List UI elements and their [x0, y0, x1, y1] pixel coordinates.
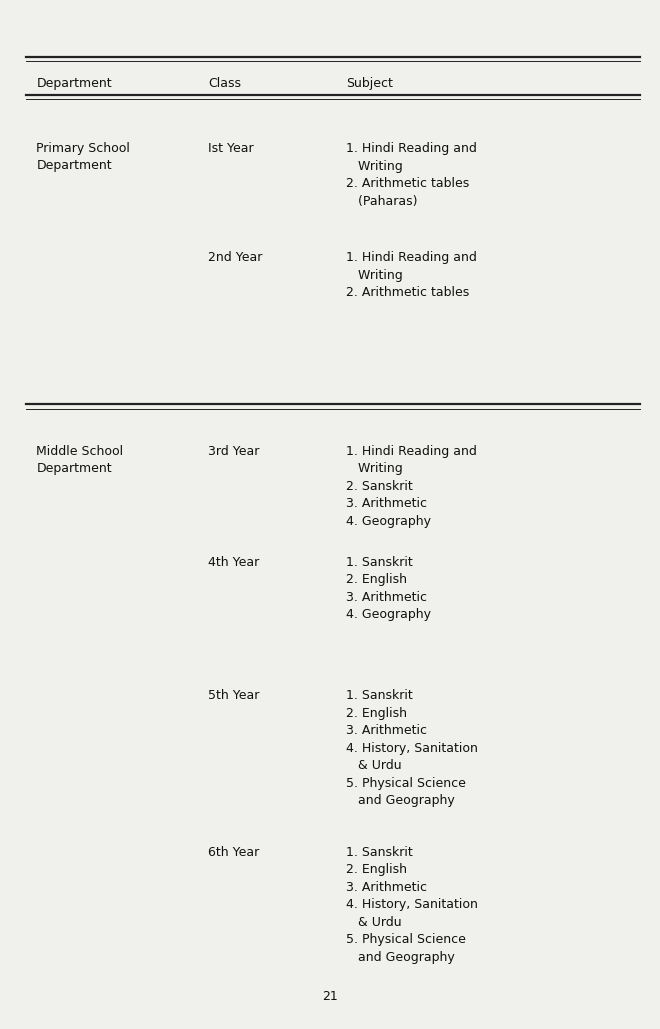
Text: 1. Hindi Reading and
   Writing
2. Arithmetic tables
   (Paharas): 1. Hindi Reading and Writing 2. Arithmet… [346, 142, 477, 208]
Text: Primary School
Department: Primary School Department [36, 142, 130, 172]
Text: 1. Hindi Reading and
   Writing
2. Arithmetic tables: 1. Hindi Reading and Writing 2. Arithmet… [346, 251, 477, 299]
Text: 4th Year: 4th Year [208, 556, 259, 569]
Text: 21: 21 [322, 990, 338, 1002]
Text: 1. Sanskrit
2. English
3. Arithmetic
4. History, Sanitation
   & Urdu
5. Physica: 1. Sanskrit 2. English 3. Arithmetic 4. … [346, 689, 478, 808]
Text: Subject: Subject [346, 77, 393, 91]
Text: 5th Year: 5th Year [208, 689, 259, 703]
Text: Department: Department [36, 77, 112, 91]
Text: Ist Year: Ist Year [208, 142, 253, 155]
Text: 1. Sanskrit
2. English
3. Arithmetic
4. History, Sanitation
   & Urdu
5. Physica: 1. Sanskrit 2. English 3. Arithmetic 4. … [346, 846, 478, 964]
Text: 3rd Year: 3rd Year [208, 445, 259, 458]
Text: Class: Class [208, 77, 241, 91]
Text: Middle School
Department: Middle School Department [36, 445, 123, 474]
Text: 6th Year: 6th Year [208, 846, 259, 859]
Text: 1. Sanskrit
2. English
3. Arithmetic
4. Geography: 1. Sanskrit 2. English 3. Arithmetic 4. … [346, 556, 432, 622]
Text: 1. Hindi Reading and
   Writing
2. Sanskrit
3. Arithmetic
4. Geography: 1. Hindi Reading and Writing 2. Sanskrit… [346, 445, 477, 528]
Text: 2nd Year: 2nd Year [208, 251, 262, 264]
